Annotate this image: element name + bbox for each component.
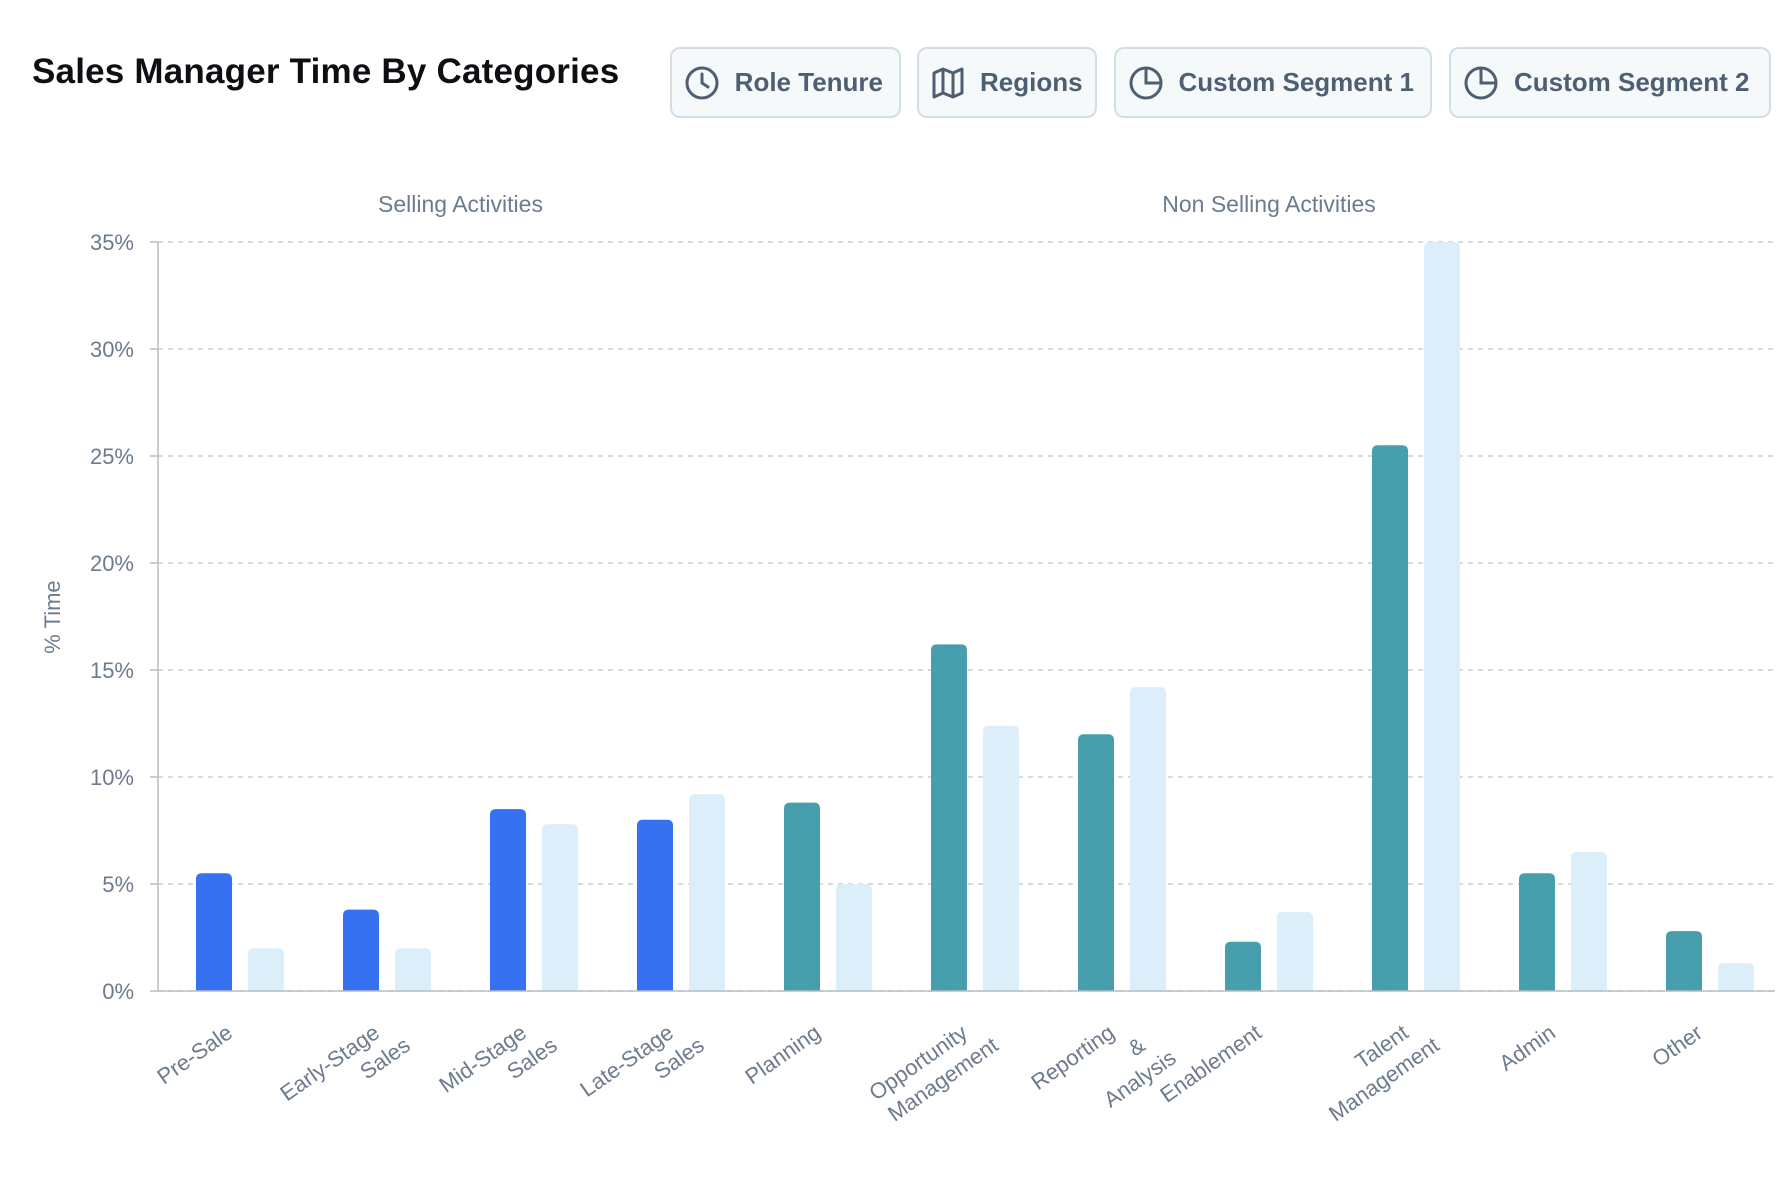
bar-primary xyxy=(1666,931,1702,991)
clock-icon xyxy=(683,64,721,102)
y-tick-label: 15% xyxy=(90,658,134,683)
x-tick-label: OpportunityManagement xyxy=(864,1009,1002,1128)
map-icon xyxy=(930,64,966,102)
bar-comparison xyxy=(542,824,578,991)
regions-label: Regions xyxy=(980,67,1083,97)
pie-chart-icon xyxy=(1462,64,1500,102)
x-tick-label: Planning xyxy=(740,1020,824,1090)
bar-primary xyxy=(1225,941,1261,991)
regions-button[interactable]: Regions xyxy=(917,47,1097,118)
x-tick-label-line: Other xyxy=(1647,1020,1706,1072)
bar-primary xyxy=(931,644,967,991)
bar-comparison xyxy=(1571,851,1607,991)
custom-segment-2-label: Custom Segment 2 xyxy=(1514,67,1750,97)
bar-comparison xyxy=(248,948,284,991)
y-tick-label: 5% xyxy=(102,872,134,897)
x-tick-label: Mid-StageSales xyxy=(434,1009,561,1120)
bar-comparison xyxy=(1277,911,1313,991)
x-tick-label-line: Planning xyxy=(740,1020,824,1090)
y-tick-label: 0% xyxy=(102,979,134,1004)
bar-primary xyxy=(196,873,232,991)
x-tick-label-line: Reporting xyxy=(1026,1020,1118,1095)
x-tick-label: Early-StageSales xyxy=(275,1009,414,1129)
y-tick-label: 20% xyxy=(90,551,134,576)
bar-comparison xyxy=(983,725,1019,991)
bar-primary xyxy=(1078,734,1114,991)
x-tick-label-line: & xyxy=(1123,1032,1150,1061)
page-title: Sales Manager Time By Categories xyxy=(32,52,620,91)
x-tick-label: Other xyxy=(1647,1020,1706,1072)
x-tick-label: TalentManagement xyxy=(1308,1009,1444,1126)
x-tick-label: Admin xyxy=(1494,1020,1559,1076)
bar-comparison xyxy=(1718,963,1754,991)
role-tenure-button[interactable]: Role Tenure xyxy=(670,47,901,118)
x-tick-label: Reporting &Analysis xyxy=(1026,999,1180,1141)
x-tick-label-line: Admin xyxy=(1494,1020,1559,1076)
y-tick-label: 30% xyxy=(90,337,134,362)
bar-comparison xyxy=(1130,687,1166,991)
custom-segment-2-button[interactable]: Custom Segment 2 xyxy=(1449,47,1771,118)
bar-primary xyxy=(784,802,820,991)
bar-comparison xyxy=(836,884,872,991)
y-axis-title: % Time xyxy=(40,580,65,653)
role-tenure-label: Role Tenure xyxy=(734,67,883,97)
x-tick-label: Late-StageSales xyxy=(575,1009,708,1124)
pie-chart-icon xyxy=(1127,64,1165,102)
bar-comparison xyxy=(1424,242,1460,991)
custom-segment-1-button[interactable]: Custom Segment 1 xyxy=(1114,47,1432,118)
bar-primary xyxy=(343,909,379,991)
y-tick-label: 10% xyxy=(90,765,134,790)
bar-primary xyxy=(1519,873,1555,991)
bar-primary xyxy=(1372,445,1408,991)
bar-primary xyxy=(490,809,526,991)
custom-segment-1-label: Custom Segment 1 xyxy=(1178,67,1415,97)
y-tick-label: 25% xyxy=(90,444,134,469)
bar-primary xyxy=(637,819,673,991)
bar-comparison xyxy=(395,948,431,991)
x-tick-label: Pre-Sale xyxy=(152,1020,236,1090)
y-tick-label: 35% xyxy=(90,230,134,255)
x-tick-label-line: Pre-Sale xyxy=(152,1020,236,1090)
bar-comparison xyxy=(689,794,725,991)
group-label: Selling Activities xyxy=(378,191,543,217)
group-label: Non Selling Activities xyxy=(1162,191,1376,217)
